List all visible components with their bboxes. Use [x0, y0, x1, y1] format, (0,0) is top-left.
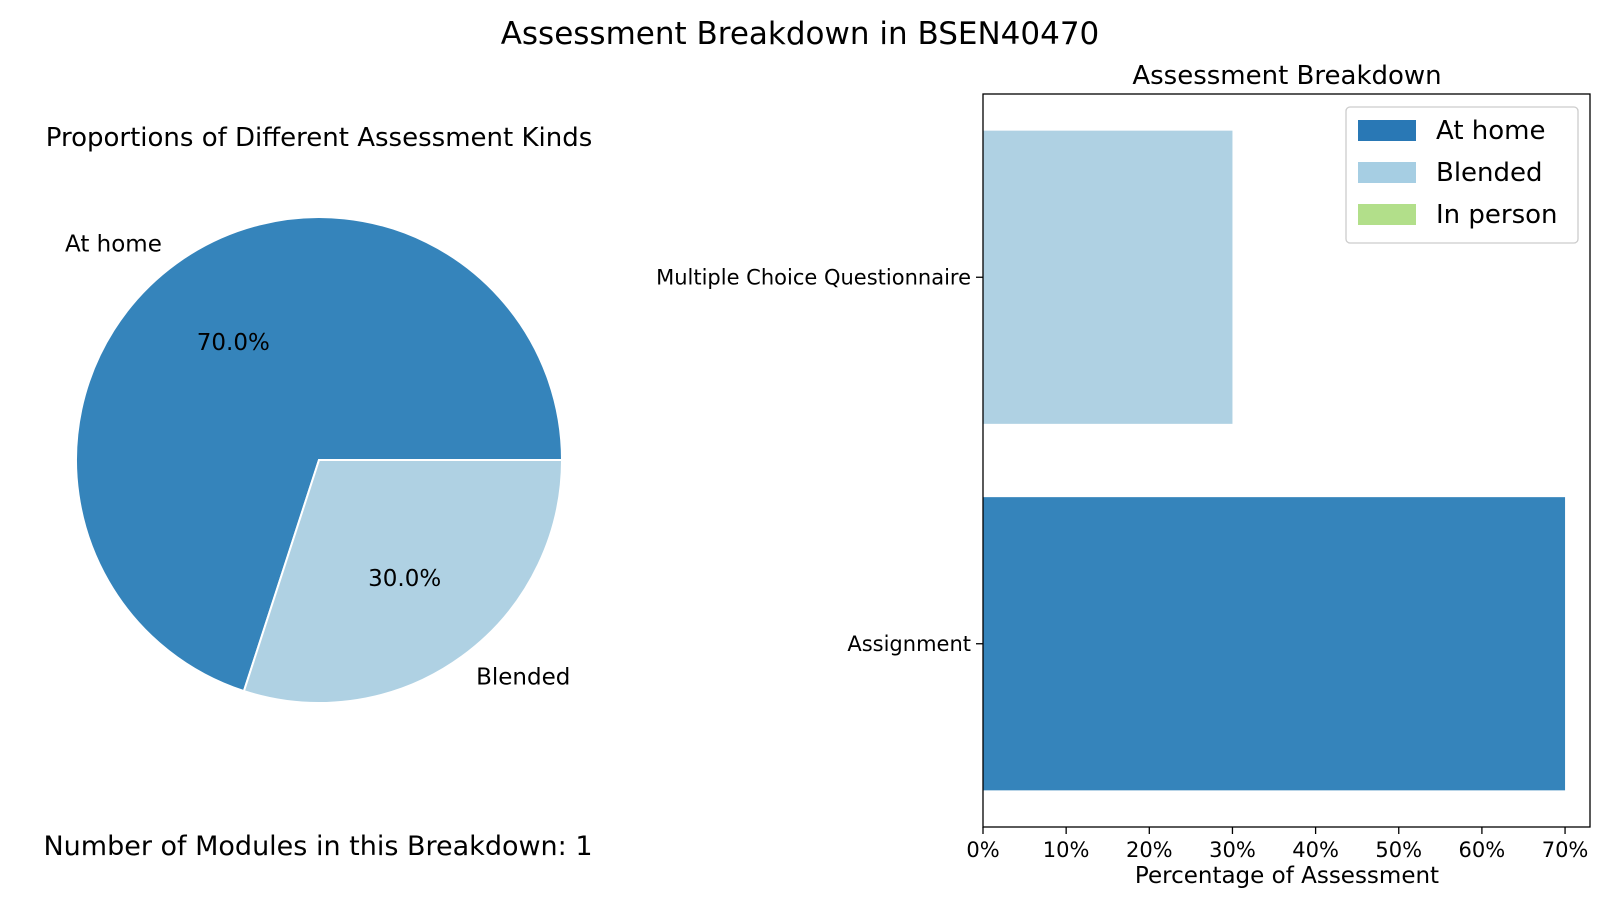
x-tick-label: 10% — [1043, 838, 1090, 862]
bar-multiple-choice-questionnaire-blended — [983, 130, 1233, 424]
legend-swatch-at-home — [1358, 120, 1416, 141]
y-tick-label-assignment: Assignment — [847, 632, 971, 656]
pie-slice-blended — [242, 459, 564, 704]
x-axis-label: Percentage of Assessment — [1135, 863, 1439, 889]
legend-label-in-person: In person — [1436, 200, 1558, 230]
legend-swatch-blended — [1358, 162, 1416, 183]
pie-chart: Proportions of Different Assessment Kind… — [46, 123, 593, 704]
bar-assignment-at-home — [983, 497, 1566, 791]
y-tick-label-multiple-choice-questionnaire: Multiple Choice Questionnaire — [656, 265, 971, 289]
x-tick-label: 20% — [1126, 838, 1173, 862]
pie-percentage-at-home: 70.0% — [197, 330, 270, 356]
legend-swatch-in-person — [1358, 204, 1416, 225]
pie-title: Proportions of Different Assessment Kind… — [46, 123, 593, 153]
pie-percentage-blended: 30.0% — [368, 566, 441, 592]
legend: At home Blended In person — [1345, 106, 1579, 244]
x-tick-label: 70% — [1542, 838, 1589, 862]
bar-title: Assessment Breakdown — [1132, 61, 1441, 91]
x-tick-label: 60% — [1459, 838, 1506, 862]
pie-slice-at-home — [75, 216, 564, 693]
bar-chart: Assessment Breakdown 0% 10% 20% 30% 40% 50% 60… — [656, 61, 1591, 889]
pie-label-at-home: At home — [65, 232, 162, 258]
pie-label-blended: Blended — [476, 664, 570, 690]
x-tick-label: 30% — [1209, 838, 1256, 862]
module-count-note: Number of Modules in this Breakdown: 1 — [43, 831, 592, 862]
legend-label-blended: Blended — [1436, 158, 1543, 188]
x-tick-label: 0% — [966, 838, 999, 862]
figure-title: Assessment Breakdown in BSEN40470 — [501, 16, 1100, 52]
plot-frame — [982, 93, 1591, 828]
x-tick-label: 50% — [1375, 838, 1422, 862]
legend-label-at-home: At home — [1436, 116, 1546, 146]
x-tick-label: 40% — [1292, 838, 1339, 862]
